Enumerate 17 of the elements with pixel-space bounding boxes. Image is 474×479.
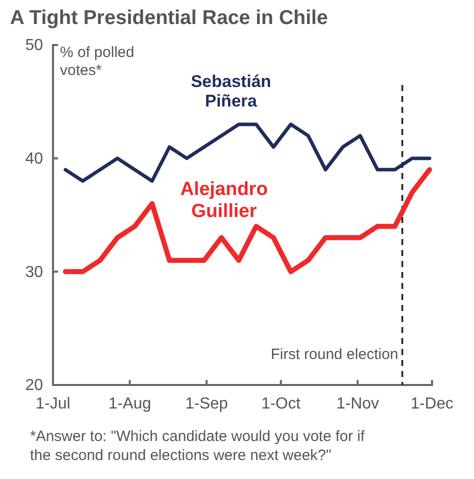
x-tick-label: 1-Jul — [36, 395, 70, 412]
x-tick-label: 1-Sep — [185, 395, 228, 412]
y-tick-label: 30 — [25, 264, 44, 281]
series-label: Sebastián Piñera — [190, 72, 272, 111]
y-tick-label: 20 — [25, 377, 44, 394]
x-tick-label: 1-Nov — [336, 395, 380, 412]
ref-line-label: First round election — [270, 346, 398, 363]
x-tick-label: 1-Oct — [261, 395, 302, 412]
y-tick-label: 40 — [25, 150, 44, 168]
y-axis-title: % of polled votes* — [60, 44, 134, 79]
y-tick-label: 50 — [25, 37, 44, 54]
text: *Answer to: "Which candidate would you vote for if the second round elections were next week?" — [30, 428, 366, 464]
x-tick-label: 1-Dec — [410, 395, 454, 412]
chart-title: A Tight Presidential Race in Chile — [10, 7, 328, 29]
line-series — [64, 122, 432, 183]
x-tick-label: 1-Aug — [108, 395, 152, 412]
series-label: Alejandro Guillier — [180, 179, 268, 222]
